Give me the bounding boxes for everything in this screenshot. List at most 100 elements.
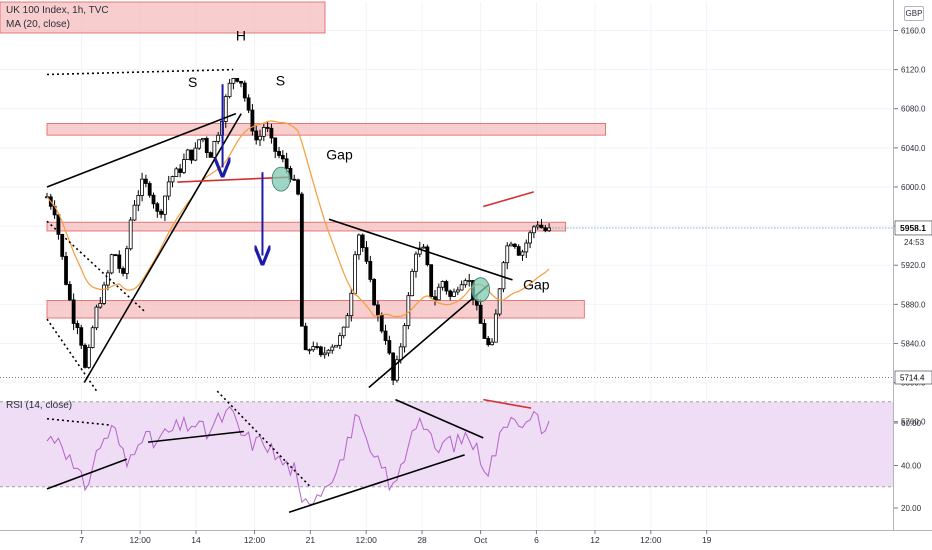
candle-body bbox=[64, 256, 68, 285]
candle-body bbox=[159, 210, 164, 215]
candle-body bbox=[201, 138, 205, 141]
candle-body bbox=[231, 78, 236, 84]
candle-body bbox=[528, 232, 532, 244]
candle-body bbox=[303, 325, 308, 351]
candle-body bbox=[178, 168, 183, 173]
rsi-legend[interactable]: RSI (14, close) bbox=[6, 400, 73, 411]
candle-body bbox=[121, 268, 125, 274]
candle-body bbox=[212, 141, 217, 158]
candle-body bbox=[463, 280, 468, 286]
candle-body bbox=[67, 284, 72, 301]
candle-body bbox=[459, 284, 464, 291]
price-tick-label: 6000.0 bbox=[901, 183, 926, 192]
ma-line bbox=[46, 120, 550, 318]
candle-body bbox=[258, 135, 262, 141]
candle-body bbox=[311, 346, 316, 351]
candle-body bbox=[170, 176, 175, 183]
candle-body bbox=[261, 127, 266, 137]
candle-body bbox=[402, 325, 407, 348]
trendline bbox=[368, 284, 490, 389]
candle-body bbox=[353, 254, 358, 294]
candle-body bbox=[166, 181, 171, 197]
candle-body bbox=[60, 233, 65, 257]
rsi-tick-label: 40.00 bbox=[901, 462, 922, 471]
trendline bbox=[328, 218, 513, 281]
candle-body bbox=[216, 134, 221, 142]
currency-badge[interactable]: GBP bbox=[904, 6, 924, 21]
candle-body bbox=[326, 349, 331, 354]
candle-body bbox=[56, 214, 61, 235]
rsi-trendline bbox=[216, 390, 311, 488]
candle-body bbox=[109, 254, 114, 274]
time-tick-label: 12:00 bbox=[356, 535, 378, 545]
annotations: H S S Gap Gap bbox=[188, 27, 550, 292]
time-tick-label: 19 bbox=[702, 535, 712, 545]
candle-body bbox=[140, 178, 144, 196]
candle-body bbox=[273, 137, 278, 152]
time-tick-label: 12:00 bbox=[640, 535, 662, 545]
candle-body bbox=[440, 281, 445, 288]
time-tick-label: 21 bbox=[306, 535, 316, 545]
candle-body bbox=[75, 323, 80, 329]
candle-body bbox=[490, 341, 494, 346]
trendline bbox=[177, 176, 290, 183]
countdown-box bbox=[895, 235, 932, 249]
gap-marker bbox=[471, 277, 490, 303]
instrument-legend[interactable]: UK 100 Index, 1h, TVC bbox=[6, 5, 109, 16]
candle-body bbox=[364, 247, 369, 262]
candle-body bbox=[277, 150, 281, 156]
candle-body bbox=[254, 130, 259, 141]
candle-body bbox=[547, 227, 552, 232]
candle-body bbox=[147, 183, 152, 196]
candle-body bbox=[208, 152, 213, 158]
price-tick-label: 5920.0 bbox=[901, 261, 926, 270]
trendline bbox=[46, 220, 146, 313]
candle-body bbox=[322, 352, 327, 356]
candle-body bbox=[497, 288, 502, 315]
price-tick-label: 6160.0 bbox=[901, 27, 926, 36]
candle-body bbox=[71, 299, 76, 324]
candle-body bbox=[315, 346, 319, 348]
legend-zone bbox=[0, 1, 326, 34]
candle-body bbox=[330, 346, 335, 351]
candle-body bbox=[467, 280, 472, 282]
time-axis: 7 12:00 14 12:00 21 12:00 28 Oct 6 12 12:00 19 bbox=[79, 530, 712, 545]
candle-body bbox=[493, 313, 498, 343]
time-tick-label: 12:00 bbox=[244, 535, 266, 545]
pattern-label: H bbox=[236, 27, 246, 43]
candle-body bbox=[421, 246, 426, 249]
trendline bbox=[46, 68, 234, 76]
pane-low-box bbox=[894, 370, 932, 385]
candle-body bbox=[307, 349, 312, 352]
price-tick-label: 5880.0 bbox=[901, 300, 926, 309]
candle-body bbox=[280, 155, 285, 160]
candle-body bbox=[516, 246, 521, 256]
rsi-trendline bbox=[395, 398, 484, 439]
candle-body bbox=[204, 138, 209, 154]
candle-body bbox=[341, 326, 346, 337]
rsi-trendline bbox=[288, 454, 465, 514]
candle-body bbox=[531, 226, 536, 234]
candle-body bbox=[444, 281, 449, 292]
rsi-line bbox=[46, 406, 550, 506]
candle-body bbox=[360, 234, 365, 248]
candle-body bbox=[349, 292, 354, 317]
gap-marker bbox=[271, 166, 291, 192]
pattern-label: S bbox=[276, 72, 285, 88]
candle-body bbox=[478, 304, 483, 324]
candle-body bbox=[368, 260, 373, 280]
candle-body bbox=[345, 315, 350, 328]
candle-body bbox=[155, 203, 160, 212]
candle-body bbox=[235, 78, 240, 82]
ma-legend[interactable]: MA (20, close) bbox=[6, 19, 70, 30]
candle-body bbox=[86, 347, 91, 368]
candle-body bbox=[539, 224, 544, 229]
candle-body bbox=[223, 96, 228, 122]
candle-body bbox=[395, 359, 399, 381]
candle-body bbox=[512, 243, 517, 247]
trendline bbox=[483, 191, 535, 208]
candle-body bbox=[143, 178, 148, 184]
candle-body bbox=[98, 303, 103, 308]
candle-body bbox=[505, 245, 510, 264]
